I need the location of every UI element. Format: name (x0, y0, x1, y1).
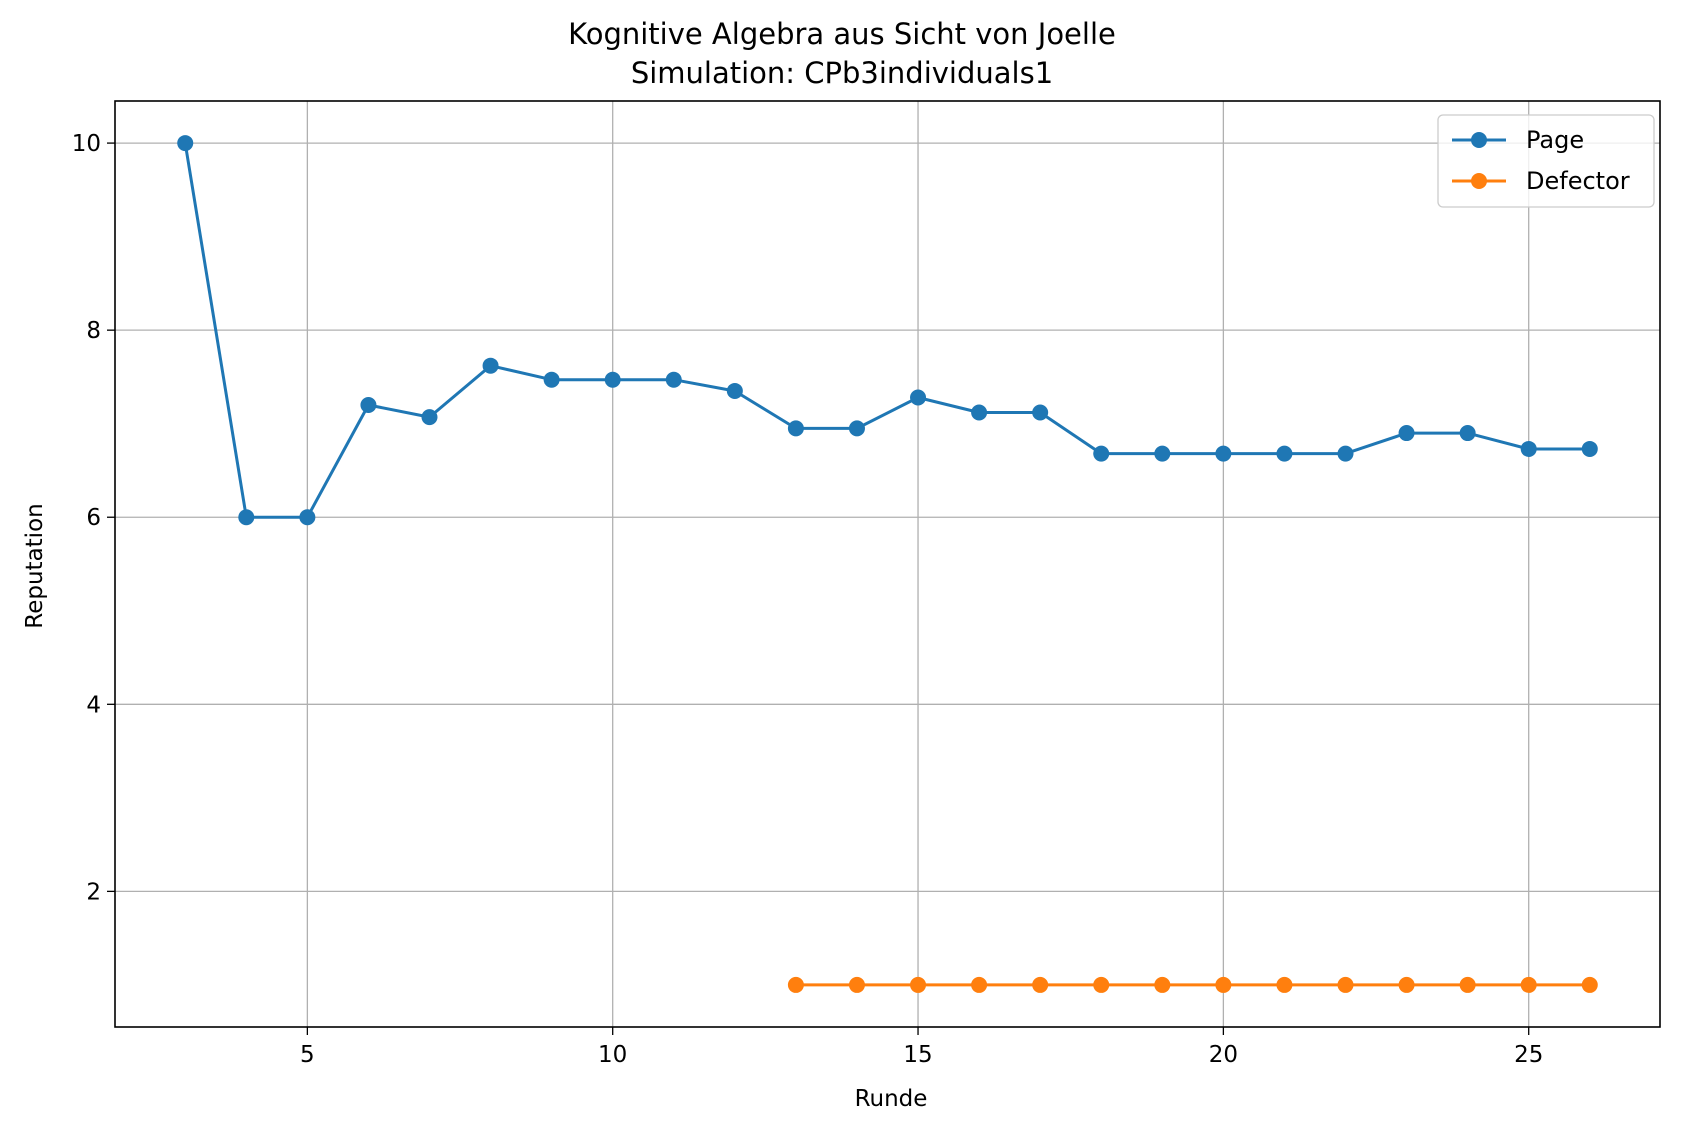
x-tick-label: 10 (598, 1042, 627, 1068)
data-point (1215, 976, 1232, 993)
plot-frame (114, 100, 1661, 1028)
data-point (848, 976, 865, 993)
data-point (543, 371, 560, 388)
data-point (1154, 445, 1171, 462)
data-point (177, 135, 194, 152)
data-point (1337, 445, 1354, 462)
data-point (482, 357, 499, 374)
data-point (1154, 976, 1171, 993)
data-point (1398, 976, 1415, 993)
legend: Page Defector (1437, 114, 1655, 208)
data-point (1337, 976, 1354, 993)
legend-label: Page (1526, 126, 1584, 154)
plot-area (115, 101, 1660, 1027)
data-point (1215, 445, 1232, 462)
y-axis: 2 4 6 8 10 (72, 131, 115, 905)
data-point (910, 976, 927, 993)
legend-label: Defector (1526, 167, 1630, 195)
x-tick-label: 5 (300, 1042, 315, 1068)
data-point (1520, 976, 1537, 993)
data-point (1032, 404, 1049, 421)
chart-subtitle: Simulation: CPb3individuals1 (631, 56, 1053, 90)
data-point (1398, 425, 1415, 442)
data-point (360, 396, 377, 413)
data-point (1276, 976, 1293, 993)
data-point (1581, 976, 1598, 993)
data-point (604, 371, 621, 388)
legend-item: Defector (1452, 167, 1630, 195)
grid-lines (115, 101, 1660, 1027)
data-point (1276, 445, 1293, 462)
data-point (1459, 976, 1476, 993)
data-point (848, 420, 865, 437)
x-axis: 5 10 15 20 25 (300, 1027, 1543, 1068)
series-defector (787, 976, 1598, 993)
y-tick-label: 6 (86, 505, 101, 531)
data-point (238, 509, 255, 526)
data-point (1520, 440, 1537, 457)
y-tick-label: 2 (86, 879, 101, 905)
chart-title: Kognitive Algebra aus Sicht von Joelle (568, 17, 1116, 51)
legend-marker (1471, 173, 1487, 189)
data-point (787, 420, 804, 437)
x-tick-label: 20 (1209, 1042, 1238, 1068)
series-layer (177, 135, 1598, 993)
data-point (726, 382, 743, 399)
data-point (1581, 440, 1598, 457)
data-point (787, 976, 804, 993)
data-point (665, 371, 682, 388)
legend-marker (1471, 132, 1487, 148)
data-point (910, 389, 927, 406)
series-line (183, 142, 1590, 519)
data-point (1093, 976, 1110, 993)
y-tick-label: 8 (86, 318, 101, 344)
data-point (1093, 445, 1110, 462)
data-point (421, 409, 438, 426)
x-tick-label: 15 (903, 1042, 932, 1068)
data-point (1459, 425, 1476, 442)
data-point (299, 509, 316, 526)
x-tick-label: 25 (1514, 1042, 1543, 1068)
data-point (1032, 976, 1049, 993)
y-tick-label: 4 (86, 692, 101, 718)
x-axis-label: Runde (855, 1086, 928, 1112)
data-point (971, 976, 988, 993)
y-axis-label: Reputation (22, 503, 48, 628)
legend-item: Page (1452, 126, 1584, 154)
series-page (177, 135, 1598, 526)
y-tick-label: 10 (72, 131, 101, 157)
legend-box (1437, 114, 1655, 208)
data-point (971, 404, 988, 421)
